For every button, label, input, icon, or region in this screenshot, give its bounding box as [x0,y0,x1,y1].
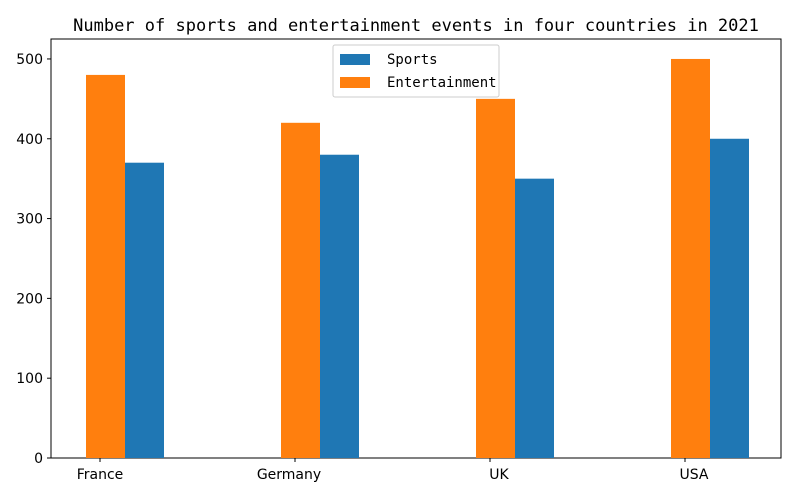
bar-entertainment-france [86,74,125,459]
bars [86,58,749,459]
legend-box [332,44,500,98]
y-tick-label: 400 [16,132,43,148]
legend-label-entertainment: Entertainment [387,75,497,91]
legend-label-sports: Sports [387,52,438,68]
x-tick-label-france: France [77,467,124,483]
bar-sports-france [125,162,164,458]
y-tick-label: 500 [16,52,43,68]
y-tick-label: 0 [34,451,43,467]
x-axis: France Germany UK USA [77,458,709,483]
x-tick-label-germany: Germany [257,467,321,483]
chart-title: Number of sports and entertainment event… [73,16,759,36]
bar-sports-uk [515,178,554,458]
plot-area [50,38,782,459]
y-tick-label: 100 [16,371,43,387]
bar-entertainment-uk [476,98,515,458]
legend-swatch-entertainment [340,77,370,88]
y-tick-label: 200 [16,291,43,307]
bar-entertainment-usa [671,58,710,458]
legend-swatch-sports [340,54,370,65]
x-tick-label-usa: USA [680,467,709,483]
bar-sports-germany [320,154,359,458]
bar-entertainment-germany [281,122,320,459]
x-tick-label-uk: UK [489,467,509,483]
legend: Sports Entertainment [332,44,500,98]
bar-sports-usa [710,138,749,458]
y-axis: 0 100 200 300 400 500 [16,52,51,467]
y-tick-label: 300 [16,212,43,228]
